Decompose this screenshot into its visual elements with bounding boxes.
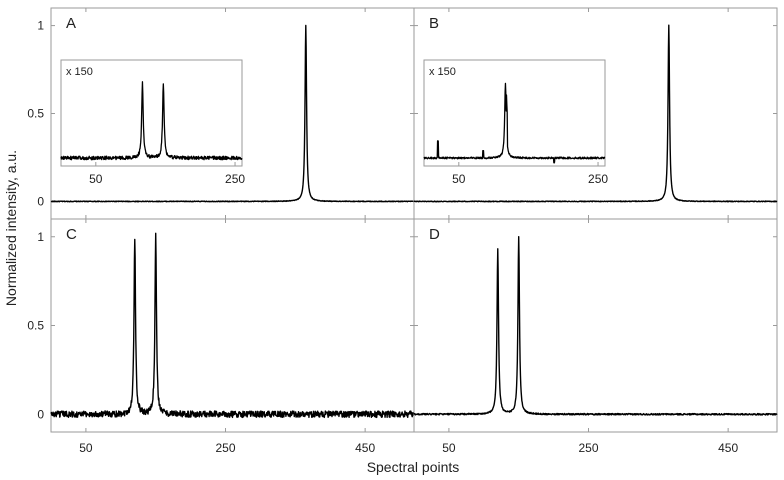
panel-b-inset-spectrum: [423, 82, 606, 164]
panel-a-inset-xtick-label: 250: [225, 172, 245, 186]
panel-b-inset-xtick-label: 250: [588, 172, 608, 186]
panel-c-xtick-label: 50: [79, 441, 93, 455]
panel-b-label: B: [429, 15, 439, 32]
panel-d-xtick-label: 450: [718, 441, 738, 455]
y-axis-label: Normalized intensity, a.u.: [3, 150, 19, 306]
panel-a-inset-xtick-label: 50: [89, 172, 103, 186]
panel-d-xtick-label: 250: [579, 441, 599, 455]
panel-a-ytick-label: 0: [37, 194, 44, 208]
x-axis-label: Spectral points: [367, 459, 460, 475]
panel-c-ytick-label: 1: [37, 230, 44, 244]
panel-d-spectrum: [413, 236, 778, 416]
panel-c-xtick-label: 450: [355, 441, 375, 455]
panel-a-label: A: [66, 15, 76, 32]
panel-c-label: C: [66, 226, 77, 243]
panel-b-inset-label: x 150: [429, 66, 456, 78]
panel-a-ytick-label: 0.5: [27, 107, 44, 121]
panel-c-ytick-label: 0.5: [27, 319, 44, 333]
panel-a: 0 0.5 1 A 50 250 x 150: [27, 7, 415, 220]
panel-a-inset: 50 250 x 150: [60, 59, 245, 186]
panel-a-spectrum: [50, 24, 415, 203]
panel-d: 50 250 450 D: [413, 218, 778, 455]
panel-c: 0 0.5 1 50 250 450 C: [27, 218, 415, 455]
panel-b: B 50 250 x 150: [413, 7, 778, 220]
panel-c-xtick-label: 250: [216, 441, 236, 455]
panel-c-ytick-label: 0: [37, 407, 44, 421]
panel-d-label: D: [429, 226, 440, 243]
panel-d-frame: [413, 218, 778, 433]
panel-a-ytick-label: 1: [37, 19, 44, 33]
panel-a-inset-spectrum: [60, 81, 243, 161]
panel-c-spectrum: [50, 232, 415, 419]
panel-b-inset-xtick-label: 50: [452, 172, 466, 186]
panel-b-inset: 50 250 x 150: [423, 59, 608, 186]
panel-a-inset-label: x 150: [66, 66, 93, 78]
panel-d-xtick-label: 50: [442, 441, 456, 455]
panel-b-inset-frame: [423, 59, 606, 167]
panel-c-frame: [50, 218, 415, 433]
panel-a-inset-frame: [60, 59, 243, 167]
panel-b-spectrum: [413, 24, 778, 203]
